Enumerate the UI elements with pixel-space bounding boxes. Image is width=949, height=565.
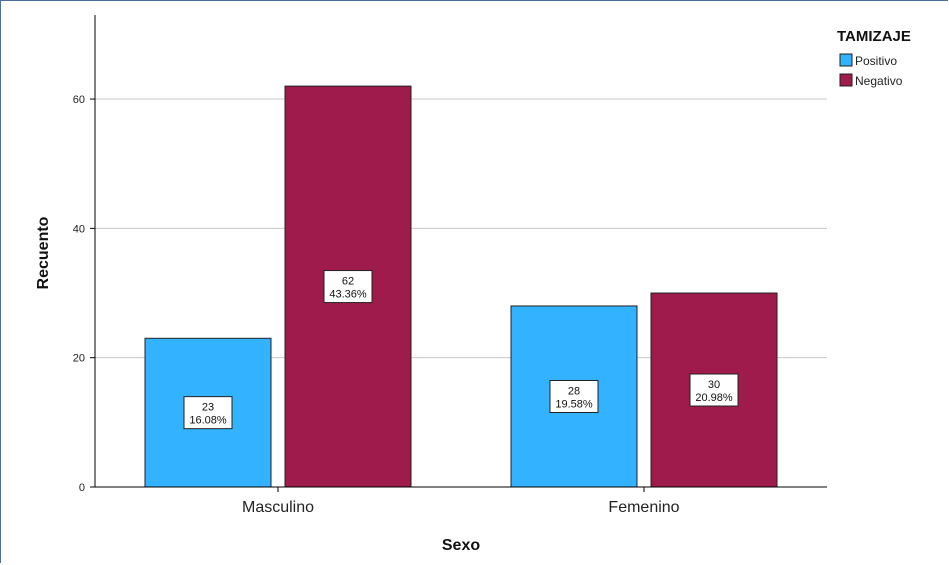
data-label-value: 28 [568,385,580,397]
x-category-label: Masculino [242,499,314,516]
data-label-box [689,373,739,407]
y-ticks: 0 20 40 60 [73,94,95,494]
legend: TAMIZAJE Positivo Negativo [837,28,911,88]
y-tick-label: 20 [73,353,85,365]
legend-label-negativo: Negativo [855,74,903,88]
legend-swatch-positivo [839,53,853,67]
data-label-box [183,396,233,430]
data-label-box [549,379,599,413]
data-label-box [323,270,373,304]
x-axis-title: Sexo [442,537,480,554]
x-category-label: Femenino [608,499,679,516]
y-tick-label: 60 [73,94,85,106]
legend-title: TAMIZAJE [837,28,911,45]
y-tick-label: 40 [73,223,85,235]
axes [94,15,827,488]
y-tick-label: 0 [79,482,85,494]
x-categories: Masculino Femenino [242,487,680,516]
bars [144,85,778,488]
legend-label-positivo: Positivo [855,54,897,68]
data-label-percent: 16.08% [189,415,227,427]
data-label-percent: 43.36% [329,289,367,301]
data-label-value: 23 [202,402,214,414]
y-axis-title: Recuento [35,216,52,289]
data-label-percent: 20.98% [695,392,733,404]
data-label-percent: 19.58% [555,398,593,410]
data-label-value: 62 [342,276,354,288]
legend-swatch-negativo [839,73,853,87]
data-label-value: 30 [708,379,720,391]
